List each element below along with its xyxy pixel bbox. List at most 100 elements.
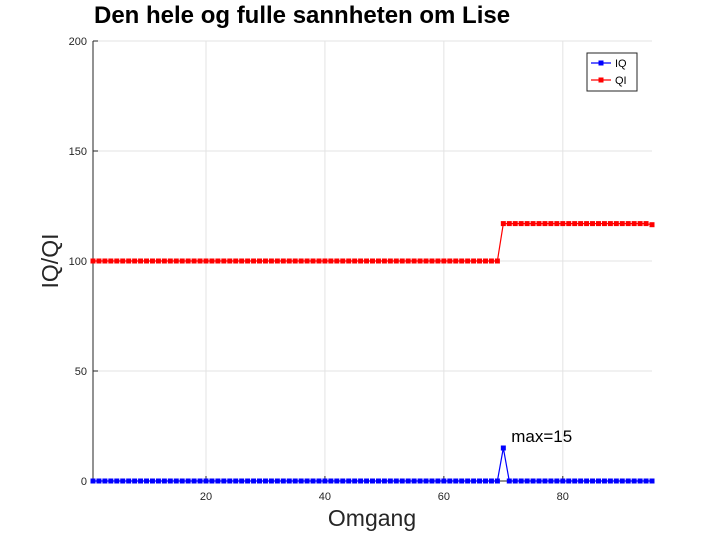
- data-point: [262, 478, 268, 484]
- data-point: [257, 478, 263, 484]
- data-point: [126, 478, 132, 484]
- data-point: [512, 221, 518, 227]
- data-point: [262, 258, 268, 264]
- data-point: [346, 258, 352, 264]
- data-point: [268, 478, 274, 484]
- data-point: [441, 258, 447, 264]
- data-point: [370, 258, 375, 264]
- data-point: [298, 478, 304, 484]
- data-point: [482, 478, 488, 484]
- x-axis-label: Omgang: [328, 505, 416, 531]
- legend-marker-qi: [598, 77, 604, 83]
- data-point: [286, 478, 292, 484]
- data-point: [447, 478, 453, 484]
- data-point: [328, 478, 334, 484]
- data-point: [245, 478, 251, 484]
- data-point: [280, 478, 286, 484]
- legend-marker-iq: [598, 60, 604, 66]
- data-point: [304, 258, 310, 264]
- data-point: [506, 478, 512, 484]
- data-point: [370, 478, 375, 484]
- data-point: [393, 478, 399, 484]
- data-point: [429, 258, 435, 264]
- data-point: [387, 478, 393, 484]
- data-point: [584, 221, 590, 227]
- data-point: [197, 478, 203, 484]
- data-point: [607, 478, 613, 484]
- data-point: [102, 478, 108, 484]
- data-point: [607, 221, 613, 227]
- data-point: [399, 258, 405, 264]
- data-point: [316, 478, 322, 484]
- data-point: [167, 258, 173, 264]
- data-point: [500, 221, 506, 227]
- data-point: [292, 478, 298, 484]
- data-point: [619, 478, 625, 484]
- data-point: [185, 258, 191, 264]
- data-point: [322, 258, 328, 264]
- data-point: [631, 221, 637, 227]
- data-point: [417, 478, 423, 484]
- data-point: [530, 478, 536, 484]
- data-point: [423, 478, 429, 484]
- data-point: [102, 258, 108, 264]
- data-point: [268, 258, 274, 264]
- x-tick-label: 80: [557, 491, 569, 503]
- data-point: [280, 258, 286, 264]
- data-point: [197, 258, 203, 264]
- data-point: [411, 258, 417, 264]
- data-point: [375, 478, 381, 484]
- data-point: [352, 258, 358, 264]
- data-point: [114, 258, 120, 264]
- data-point: [120, 258, 126, 264]
- series-line: [93, 223, 653, 262]
- annotations: max=15: [511, 427, 572, 446]
- x-tick-label: 20: [200, 491, 212, 503]
- data-point: [590, 478, 596, 484]
- data-point: [512, 478, 518, 484]
- data-point: [155, 478, 161, 484]
- y-tick-label: 50: [75, 366, 87, 378]
- data-point: [613, 478, 619, 484]
- y-tick-label: 200: [69, 36, 87, 48]
- data-point: [625, 478, 631, 484]
- data-point: [322, 478, 328, 484]
- data-point: [304, 478, 310, 484]
- legend: IQ QI: [586, 52, 638, 92]
- data-point: [239, 478, 245, 484]
- data-point: [191, 478, 197, 484]
- data-point: [179, 478, 185, 484]
- data-point: [90, 478, 96, 484]
- data-point: [292, 258, 298, 264]
- data-point: [459, 258, 465, 264]
- data-point: [274, 258, 280, 264]
- data-point: [155, 258, 161, 264]
- data-point: [298, 258, 304, 264]
- data-point: [215, 478, 221, 484]
- data-point: [352, 478, 358, 484]
- data-point: [578, 478, 584, 484]
- data-point: [310, 258, 316, 264]
- data-point: [316, 258, 322, 264]
- y-axis-label: IQ/QI: [37, 234, 63, 289]
- data-point: [245, 258, 251, 264]
- data-point: [578, 221, 584, 227]
- data-point: [566, 478, 572, 484]
- data-point: [203, 258, 209, 264]
- data-point: [149, 478, 155, 484]
- data-point: [346, 478, 352, 484]
- tick-labels: 20 40 60 80 0 50 100 150 200: [69, 36, 569, 503]
- data-point: [387, 258, 393, 264]
- data-point: [453, 478, 459, 484]
- data-point: [631, 478, 637, 484]
- data-point: [405, 258, 411, 264]
- data-point: [601, 478, 607, 484]
- data-point: [649, 222, 655, 228]
- legend-entry-iq: IQ: [615, 58, 627, 70]
- data-point: [601, 221, 607, 227]
- series-lines: [90, 221, 655, 484]
- data-point: [637, 221, 643, 227]
- data-point: [191, 258, 197, 264]
- data-point: [459, 478, 465, 484]
- data-point: [584, 478, 590, 484]
